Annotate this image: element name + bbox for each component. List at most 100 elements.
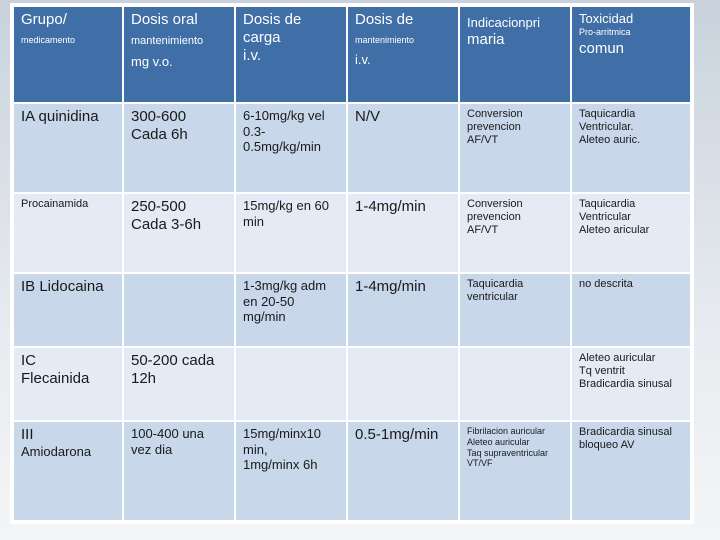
cell-text: 0.5-1mg/min: [355, 426, 439, 443]
cell-text: Conversion: [467, 108, 523, 120]
antiarrhythmic-table: Grupo/ medicamento Dosis oral mantenimie…: [10, 3, 694, 524]
cell-text: Procainamida: [21, 198, 89, 210]
cell-text: IA quinidina: [21, 108, 99, 125]
cell-text: 15mg/minx10: [243, 426, 322, 441]
cell-text: IC: [21, 352, 36, 369]
cell-text: 1mg/minx 6h: [243, 457, 318, 473]
cell-text: Flecainida: [21, 370, 90, 387]
cell-oral: 300-600 Cada 6h: [122, 102, 236, 194]
table-row: Procainamida 250-500 Cada 3-6h 15mg/kg en…: [12, 192, 692, 274]
cell-indicacion: Conversion prevencion AF/VT: [458, 192, 572, 274]
cell-oral: 50-200 cada 12h: [122, 346, 236, 422]
cell-mant-iv: 0.5-1mg/min: [346, 420, 460, 522]
header-dosis-oral: Dosis oral mantenimiento mg v.o.: [122, 5, 236, 104]
cell-text: 12h: [131, 370, 157, 387]
cell-carga: 6-10mg/kg vel 0.3- 0.5mg/kg/min: [234, 102, 348, 194]
cell-text: Taquicardia: [579, 198, 636, 210]
cell-text: Aleteo aricular: [579, 224, 650, 237]
cell-toxicidad: Bradicardia sinusal bloqueo AV: [570, 420, 692, 522]
cell-grupo: IC Flecainida: [12, 346, 124, 422]
table-row: IB Lidocaina 1-3mg/kg adm en 20-50 mg/min …: [12, 272, 692, 348]
cell-text: 250-500: [131, 198, 187, 215]
cell-oral: 100-400 una vez dia: [122, 420, 236, 522]
cell-text: Ventricular.: [579, 121, 634, 134]
table-row: IA quinidina 300-600 Cada 6h 6-10mg/kg ve…: [12, 102, 692, 194]
cell-text: 6-10mg/kg vel: [243, 108, 325, 123]
cell-text: Bradicardia sinusal: [579, 378, 672, 391]
cell-text: IB Lidocaina: [21, 278, 104, 295]
header-text: i.v.: [355, 51, 371, 67]
header-grupo: Grupo/ medicamento: [12, 5, 124, 104]
cell-text: 0.3-: [243, 123, 266, 139]
cell-text: 15mg/kg en 60: [243, 198, 330, 213]
header-text: Indicacionpri: [467, 15, 540, 30]
header-dosis-carga: Dosis de carga i.v.: [234, 5, 348, 104]
cell-indicacion: Fibrilacion auricular Aleteo auricular Taq…: [458, 420, 572, 522]
header-text: mg v.o.: [131, 54, 173, 70]
cell-text: N/V: [355, 108, 381, 125]
header-text: mantenimiento: [131, 35, 204, 47]
cell-text: AF/VT: [467, 134, 499, 147]
header-toxicidad: Toxicidad Pro-arritmica comun: [570, 5, 692, 104]
cell-indicacion: [458, 346, 572, 422]
header-indicacion: Indicacionpri maria: [458, 5, 572, 104]
cell-toxicidad: no descrita: [570, 272, 692, 348]
cell-oral: 250-500 Cada 3-6h: [122, 192, 236, 274]
cell-text: Conversion: [467, 198, 523, 210]
cell-text: 1-4mg/min: [355, 278, 426, 295]
header-text: maria: [467, 30, 505, 48]
cell-text: III: [21, 426, 34, 443]
header-text: carga: [243, 29, 281, 46]
cell-text: AF/VT: [467, 224, 499, 237]
cell-text: Taquicardia: [467, 278, 524, 290]
cell-text: 0.5mg/kg/min: [243, 139, 322, 155]
cell-text: Cada 6h: [131, 126, 188, 143]
cell-text: Taq supraventricular: [467, 447, 549, 458]
cell-text: min: [243, 213, 264, 229]
cell-carga: [234, 346, 348, 422]
cell-text: no descrita: [579, 278, 633, 290]
cell-text: 1-4mg/min: [355, 198, 426, 215]
cell-text: Taquicardia: [579, 108, 636, 120]
cell-text: Aleteo auric.: [579, 134, 641, 147]
table-row: IC Flecainida 50-200 cada 12h Aleteo auric…: [12, 346, 692, 422]
header-text: Dosis de: [243, 11, 302, 28]
cell-text: Aleteo auricular: [467, 436, 530, 447]
cell-grupo: III Amiodarona: [12, 420, 124, 522]
cell-text: min,: [243, 441, 268, 457]
header-text: Pro-arritmica: [579, 26, 631, 37]
cell-grupo: IA quinidina: [12, 102, 124, 194]
cell-text: 1-3mg/kg adm: [243, 278, 327, 293]
cell-text: 300-600: [131, 108, 187, 125]
cell-carga: 15mg/minx10 min, 1mg/minx 6h: [234, 420, 348, 522]
cell-mant-iv: [346, 346, 460, 422]
header-text: comun: [579, 40, 625, 58]
cell-toxicidad: Taquicardia Ventricular. Aleteo auric.: [570, 102, 692, 194]
header-text: mantenimiento: [355, 35, 415, 45]
cell-grupo: IB Lidocaina: [12, 272, 124, 348]
cell-mant-iv: 1-4mg/min: [346, 272, 460, 348]
header-text: Grupo/: [21, 11, 67, 28]
cell-text: Amiodarona: [21, 444, 92, 459]
cell-text: prevencion: [467, 121, 521, 134]
cell-text: vez dia: [131, 441, 173, 457]
cell-carga: 1-3mg/kg adm en 20-50 mg/min: [234, 272, 348, 348]
cell-text: ventricular: [467, 291, 518, 304]
cell-text: Cada 3-6h: [131, 216, 202, 233]
cell-carga: 15mg/kg en 60 min: [234, 192, 348, 274]
table-row: III Amiodarona 100-400 una vez dia 15mg/mi…: [12, 420, 692, 522]
cell-grupo: Procainamida: [12, 192, 124, 274]
header-text: Dosis de: [355, 11, 414, 28]
cell-mant-iv: N/V: [346, 102, 460, 194]
cell-text: prevencion: [467, 211, 521, 224]
cell-indicacion: Conversion prevencion AF/VT: [458, 102, 572, 194]
cell-text: Fibrilacion auricular: [467, 426, 546, 436]
cell-text: 100-400 una: [131, 426, 205, 441]
cell-text: mg/min: [243, 309, 286, 325]
cell-text: bloqueo AV: [579, 439, 635, 452]
header-text: medicamento: [21, 35, 76, 45]
cell-text: Ventricular: [579, 211, 631, 224]
cell-text: en 20-50: [243, 293, 295, 309]
cell-toxicidad: Aleteo auricular Tq ventrit Bradicardia si…: [570, 346, 692, 422]
